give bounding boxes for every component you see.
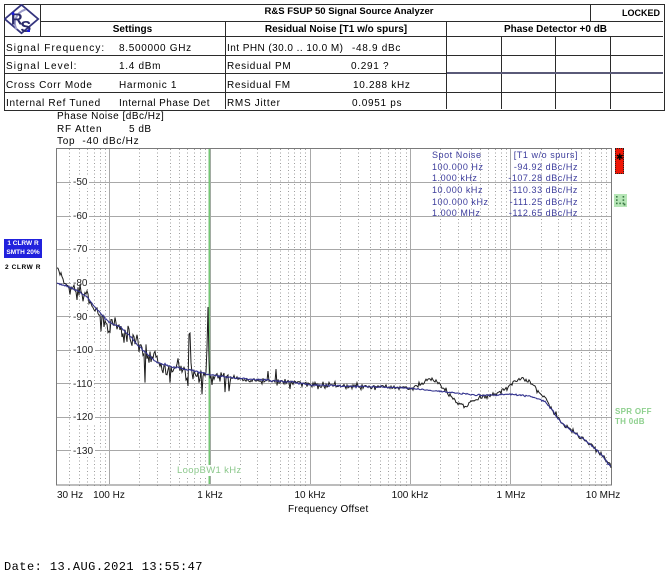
svg-text:R: R xyxy=(11,12,23,29)
svg-text:S: S xyxy=(21,19,32,36)
